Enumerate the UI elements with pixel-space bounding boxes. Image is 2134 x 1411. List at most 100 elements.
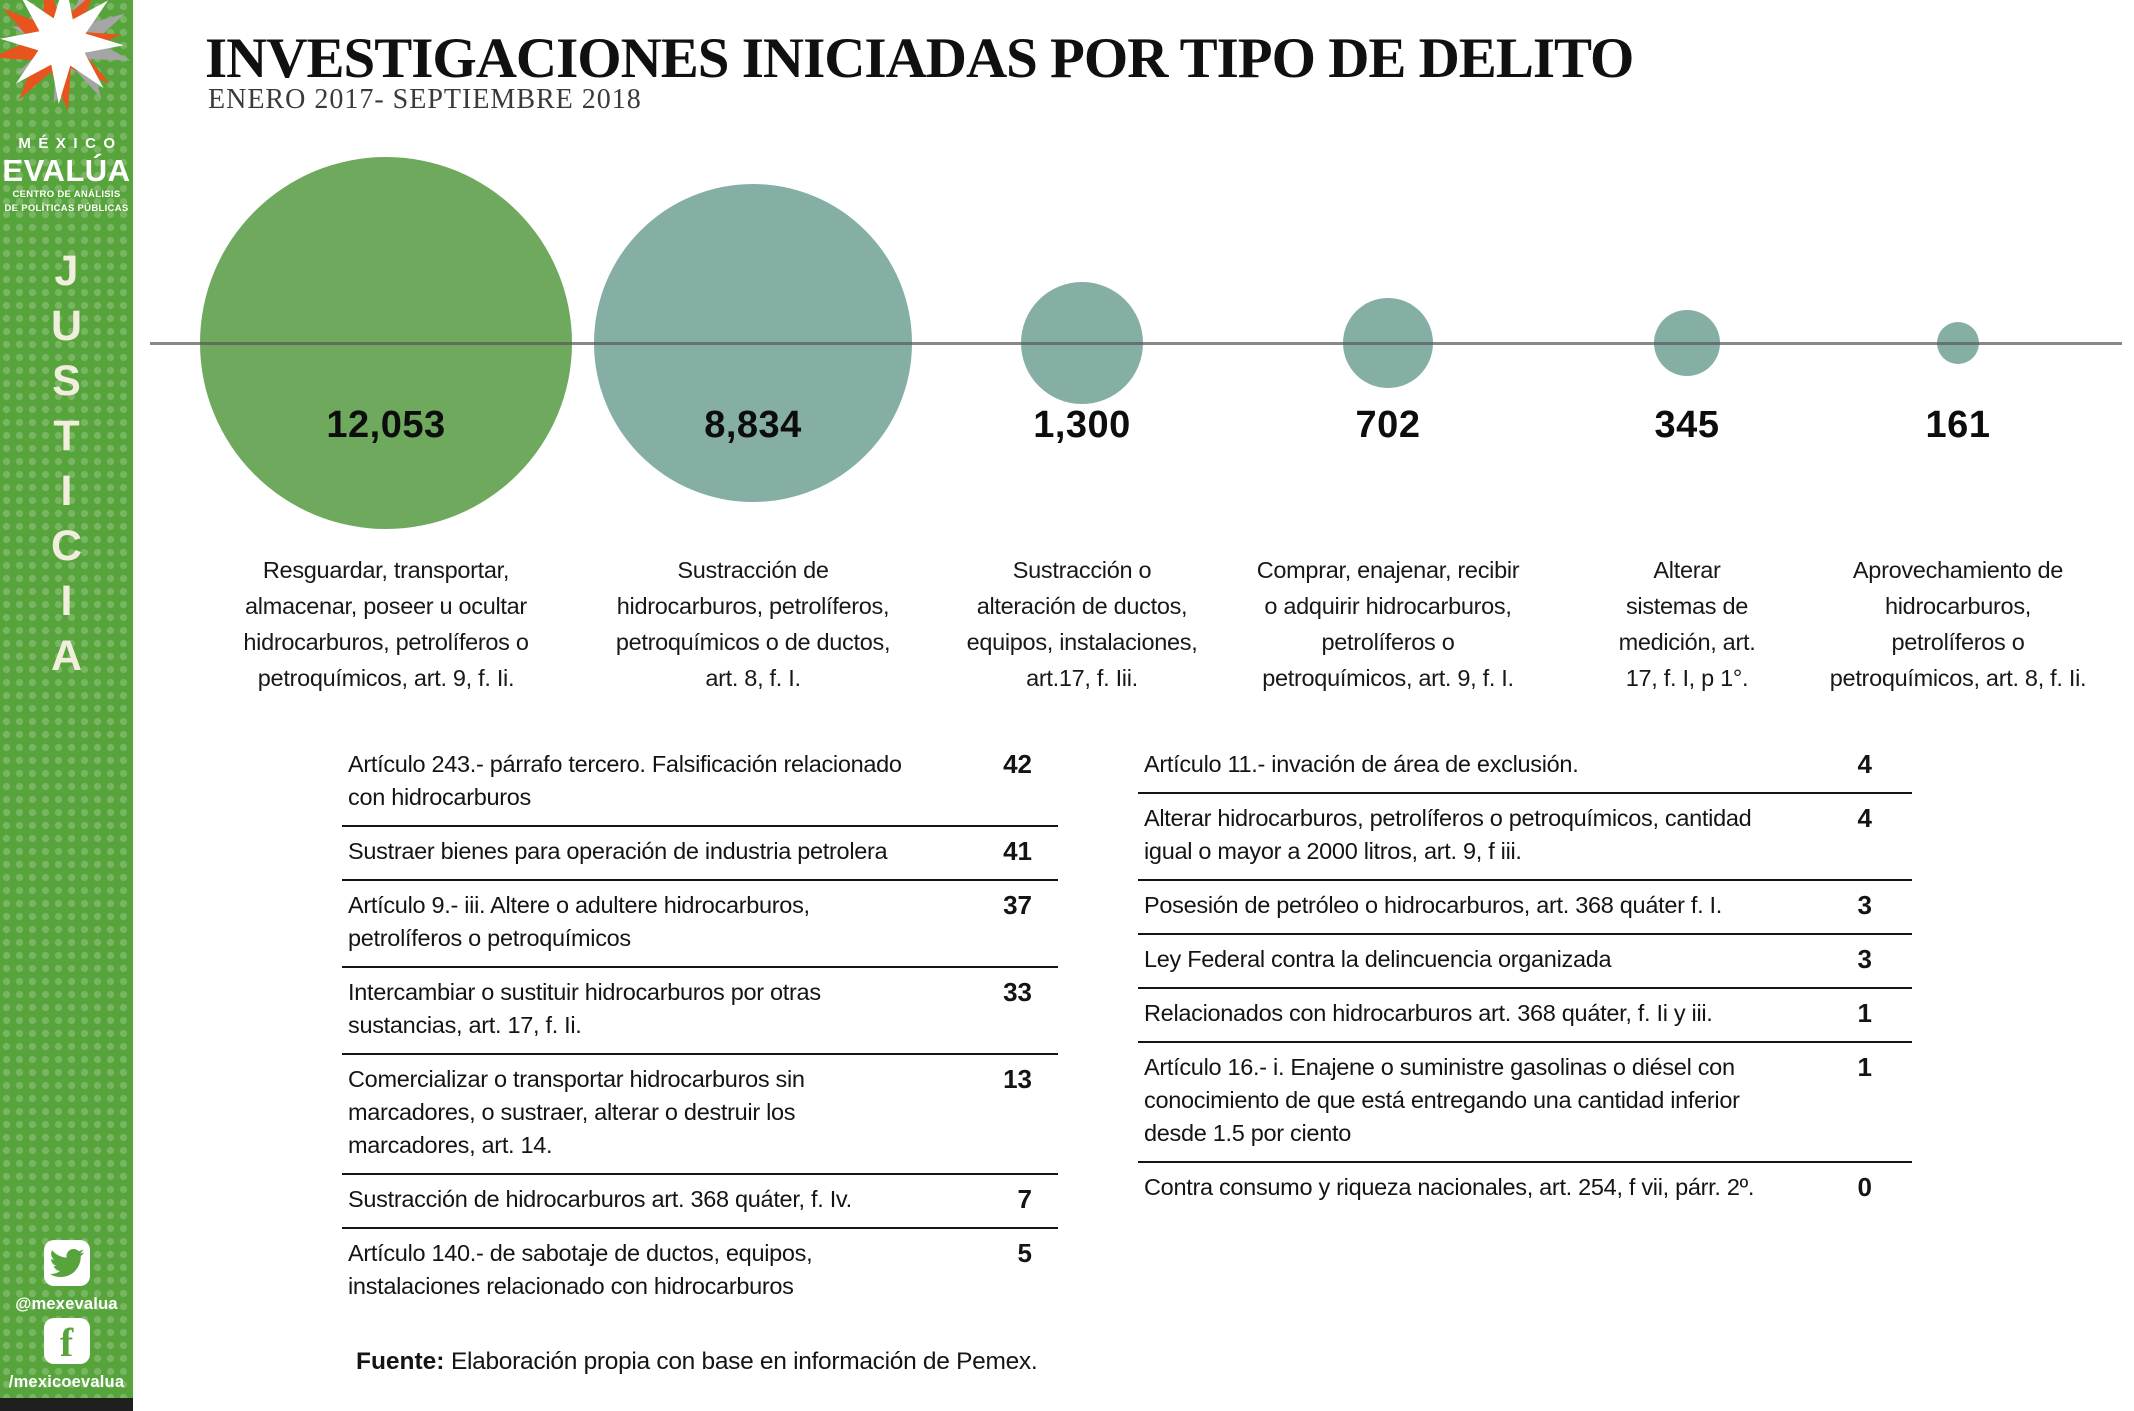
twitter-block[interactable]: @mexevalua bbox=[0, 1240, 133, 1314]
row-label: Comercializar o transportar hidrocarburo… bbox=[348, 1066, 805, 1158]
row-label: Relacionados con hidrocarburos art. 368 … bbox=[1144, 1000, 1713, 1026]
row-label: Ley Federal contra la delincuencia organ… bbox=[1144, 946, 1612, 972]
brand-evalua: EVALÚA bbox=[2, 153, 131, 188]
justicia-letter: U bbox=[50, 302, 83, 350]
caption-line: petroquímicos, art. 9, f. I. bbox=[1262, 665, 1514, 691]
brand-sidebar: MÉXICO EVALÚA CENTRO DE ANÁLISIS DE POLÍ… bbox=[0, 0, 133, 1411]
justicia-letter: S bbox=[52, 357, 81, 405]
twitter-handle[interactable]: @mexevalua bbox=[15, 1295, 118, 1313]
caption-line: petrolíferos o bbox=[1891, 629, 2025, 655]
row-label: Artículo 140.- de sabotaje de ductos, eq… bbox=[348, 1240, 813, 1299]
caption-line: art. 8, f. I. bbox=[705, 665, 801, 691]
row-label: Sustraer bienes para operación de indust… bbox=[348, 838, 888, 864]
facebook-icon[interactable]: f bbox=[43, 1318, 90, 1365]
caption-line: Resguardar, transportar, bbox=[262, 557, 510, 583]
table-row: Sustraer bienes para operación de indust… bbox=[342, 827, 1058, 881]
table-row: Comercializar o transportar hidrocarburo… bbox=[342, 1055, 1058, 1175]
caption-line: Aprovechamiento de bbox=[1852, 557, 2064, 583]
brand-tagline-2: DE POLÍTICAS PÚBLICAS bbox=[4, 203, 129, 214]
row-label: Sustracción de hidrocarburos art. 368 qu… bbox=[348, 1186, 852, 1212]
caption-line: hidrocarburos, bbox=[1884, 593, 2031, 619]
caption-line: Comprar, enajenar, recibir bbox=[1256, 557, 1520, 583]
row-value: 41 bbox=[1003, 836, 1032, 866]
bubble-caption: Resguardar, transportar, almacenar, posee… bbox=[243, 552, 529, 696]
caption-line: hidrocarburos, petrolíferos o bbox=[243, 629, 529, 655]
row-value: 42 bbox=[1003, 749, 1032, 779]
row-label: Posesión de petróleo o hidrocarburos, ar… bbox=[1144, 892, 1722, 918]
row-value: 1 bbox=[1857, 1052, 1872, 1082]
page-title: INVESTIGACIONES INICIADAS POR TIPO DE DE… bbox=[205, 27, 1634, 90]
crime-table-left: Artículo 243.- párrafo tercero. Falsific… bbox=[342, 740, 1058, 1314]
row-value: 4 bbox=[1857, 803, 1872, 833]
crime-table-right: Artículo 11.- invación de área de exclus… bbox=[1138, 740, 1912, 1215]
row-label: Contra consumo y riqueza nacionales, art… bbox=[1144, 1174, 1755, 1200]
row-value: 3 bbox=[1857, 944, 1872, 974]
caption-line: Sustracción o bbox=[1012, 557, 1152, 583]
bubble-value: 8,834 bbox=[704, 404, 802, 446]
caption-line: petroquímicos, art. 8, f. Ii. bbox=[1829, 665, 2087, 691]
row-value: 3 bbox=[1857, 890, 1872, 920]
caption-line: petroquímicos o de ductos, bbox=[615, 629, 891, 655]
caption-line: petroquímicos, art. 9, f. Ii. bbox=[257, 665, 515, 691]
brand-block: MÉXICO EVALÚA CENTRO DE ANÁLISIS DE POLÍ… bbox=[0, 136, 133, 214]
table-row: Posesión de petróleo o hidrocarburos, ar… bbox=[1138, 881, 1912, 935]
caption-line: sistemas de bbox=[1625, 593, 1749, 619]
table-row: Artículo 16.- i. Enajene o suministre ga… bbox=[1138, 1043, 1912, 1163]
bubble-value: 1,300 bbox=[1033, 404, 1131, 446]
facebook-handle[interactable]: /mexicoevalua bbox=[8, 1373, 125, 1391]
justicia-letter: I bbox=[60, 577, 73, 625]
source-note: Fuente: Elaboración propia con base en i… bbox=[356, 1348, 1038, 1376]
facebook-block[interactable]: f /mexicoevalua bbox=[0, 1318, 133, 1392]
bubble-caption: Sustracción de hidrocarburos, petrolífero… bbox=[615, 552, 891, 696]
bubble-caption: Alterar sistemas de medición, art. 17, f. I… bbox=[1619, 552, 1756, 696]
table-row: Artículo 140.- de sabotaje de ductos, eq… bbox=[342, 1229, 1058, 1314]
bubble-value: 345 bbox=[1654, 404, 1720, 446]
row-label: Artículo 11.- invación de área de exclus… bbox=[1144, 751, 1579, 777]
row-value: 4 bbox=[1857, 749, 1872, 779]
justicia-letter: J bbox=[54, 247, 79, 295]
table-row: Sustracción de hidrocarburos art. 368 qu… bbox=[342, 1175, 1058, 1229]
brand-mexico: MÉXICO bbox=[18, 135, 123, 152]
starburst-logo-icon bbox=[0, 0, 131, 111]
caption-line: alteración de ductos, bbox=[976, 593, 1188, 619]
caption-line: petrolíferos o bbox=[1321, 629, 1455, 655]
caption-line: o adquirir hidrocarburos, bbox=[1264, 593, 1512, 619]
row-label: Intercambiar o sustituir hidrocarburos p… bbox=[348, 979, 821, 1038]
caption-line: Alterar bbox=[1653, 557, 1721, 583]
caption-line: almacenar, poseer u ocultar bbox=[245, 593, 527, 619]
row-value: 33 bbox=[1003, 977, 1032, 1007]
row-label: Artículo 9.- iii. Altere o adultere hidr… bbox=[348, 892, 810, 951]
source-text: Elaboración propia con base en informaci… bbox=[444, 1348, 1038, 1375]
table-row: Artículo 11.- invación de área de exclus… bbox=[1138, 740, 1912, 794]
row-value: 13 bbox=[1003, 1064, 1032, 1094]
caption-line: medición, art. bbox=[1618, 629, 1756, 655]
row-label: Artículo 243.- párrafo tercero. Falsific… bbox=[348, 751, 902, 810]
bubble-caption: Aprovechamiento de hidrocarburos, petrolíf… bbox=[1829, 552, 2087, 696]
table-row: Ley Federal contra la delincuencia organ… bbox=[1138, 935, 1912, 989]
table-row: Artículo 243.- párrafo tercero. Falsific… bbox=[342, 740, 1058, 827]
axis-line bbox=[150, 342, 2122, 345]
page-subtitle: ENERO 2017- SEPTIEMBRE 2018 bbox=[208, 84, 642, 115]
sidebar-bottom-strip bbox=[0, 1398, 133, 1411]
caption-line: 17, f. I, p 1°. bbox=[1625, 665, 1749, 691]
bubble-caption: Sustracción o alteración de ductos, equipo… bbox=[967, 552, 1198, 696]
row-value: 0 bbox=[1857, 1172, 1872, 1202]
table-row: Artículo 9.- iii. Altere o adultere hidr… bbox=[342, 881, 1058, 968]
row-value: 37 bbox=[1003, 890, 1032, 920]
table-row: Alterar hidrocarburos, petrolíferos o pe… bbox=[1138, 794, 1912, 881]
row-label: Alterar hidrocarburos, petrolíferos o pe… bbox=[1144, 805, 1752, 864]
row-value: 1 bbox=[1857, 998, 1872, 1028]
table-row: Intercambiar o sustituir hidrocarburos p… bbox=[342, 968, 1058, 1055]
row-value: 7 bbox=[1017, 1184, 1032, 1214]
caption-line: hidrocarburos, petrolíferos, bbox=[616, 593, 890, 619]
caption-line: equipos, instalaciones, bbox=[966, 629, 1198, 655]
justicia-letter: C bbox=[50, 522, 83, 570]
bubble-value: 702 bbox=[1355, 404, 1421, 446]
row-label: Artículo 16.- i. Enajene o suministre ga… bbox=[1144, 1054, 1740, 1146]
source-label: Fuente: bbox=[356, 1348, 445, 1375]
twitter-icon[interactable] bbox=[43, 1240, 90, 1286]
bubble-value: 12,053 bbox=[326, 404, 446, 446]
justicia-letter: I bbox=[60, 467, 73, 515]
